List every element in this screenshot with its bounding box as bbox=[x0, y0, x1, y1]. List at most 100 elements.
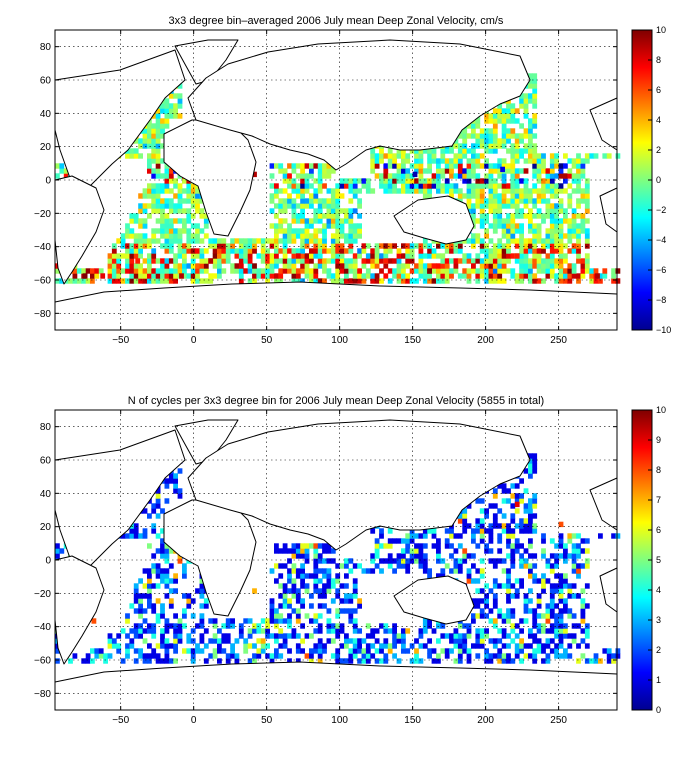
heatmap-bin bbox=[488, 548, 494, 554]
heatmap-bin bbox=[383, 258, 389, 264]
heatmap-bin bbox=[142, 618, 148, 624]
heatmap-bin bbox=[164, 573, 170, 579]
heatmap-bin bbox=[383, 628, 389, 634]
heatmap-bin bbox=[335, 238, 341, 244]
heatmap-bin bbox=[365, 658, 371, 664]
heatmap-bin bbox=[392, 273, 397, 279]
heatmap-bin bbox=[339, 623, 345, 629]
heatmap-bin bbox=[164, 178, 170, 184]
heatmap-bin bbox=[199, 278, 205, 284]
heatmap-bin bbox=[247, 268, 253, 274]
heatmap-bin bbox=[532, 648, 538, 654]
heatmap-bin bbox=[431, 628, 437, 634]
heatmap-bin bbox=[168, 218, 174, 224]
heatmap-bin bbox=[142, 508, 148, 514]
heatmap-bin bbox=[55, 268, 60, 274]
colorbar-tick-label: 4 bbox=[656, 115, 661, 125]
heatmap-bin bbox=[558, 198, 564, 204]
heatmap-bin bbox=[554, 583, 559, 589]
heatmap-bin bbox=[545, 173, 551, 179]
heatmap-bin bbox=[484, 263, 489, 269]
heatmap-bin bbox=[107, 258, 113, 264]
heatmap-bin bbox=[519, 248, 524, 254]
heatmap-bin bbox=[322, 173, 327, 179]
heatmap-bin bbox=[462, 638, 468, 644]
heatmap-bin bbox=[379, 658, 384, 664]
heatmap-bin bbox=[536, 238, 542, 244]
heatmap-bin bbox=[584, 558, 590, 564]
heatmap-bin bbox=[269, 198, 275, 204]
heatmap-bin bbox=[488, 133, 494, 139]
heatmap-bin bbox=[186, 263, 192, 269]
heatmap-bin bbox=[335, 228, 341, 234]
heatmap-bin bbox=[195, 198, 200, 204]
heatmap-bin bbox=[418, 158, 424, 164]
heatmap-bin bbox=[497, 168, 503, 174]
heatmap-bin bbox=[440, 278, 446, 284]
heatmap-bin bbox=[387, 258, 393, 264]
heatmap-bin bbox=[313, 253, 319, 259]
heatmap-bin bbox=[563, 653, 568, 659]
heatmap-bin bbox=[309, 603, 314, 609]
heatmap-bin bbox=[182, 648, 187, 654]
heatmap-bin bbox=[322, 228, 327, 234]
heatmap-bin bbox=[436, 183, 441, 189]
heatmap-bin bbox=[392, 558, 397, 564]
heatmap-bin bbox=[541, 163, 546, 169]
heatmap-bin bbox=[497, 198, 503, 204]
heatmap-bin bbox=[147, 628, 152, 634]
heatmap-bin bbox=[365, 188, 371, 194]
heatmap-bin bbox=[344, 583, 349, 589]
heatmap-bin bbox=[357, 643, 362, 649]
heatmap-bin bbox=[287, 613, 292, 619]
heatmap-bin bbox=[431, 178, 437, 184]
heatmap-bin bbox=[576, 563, 581, 569]
heatmap-bin bbox=[571, 623, 577, 629]
heatmap-bin bbox=[155, 238, 161, 244]
heatmap-bin bbox=[344, 598, 349, 604]
heatmap-bin bbox=[335, 653, 341, 659]
heatmap-bin bbox=[186, 648, 192, 654]
heatmap-bin bbox=[532, 273, 538, 279]
heatmap-bin bbox=[147, 583, 152, 589]
heatmap-bin bbox=[457, 648, 463, 654]
heatmap-bin bbox=[164, 203, 170, 209]
heatmap-bin bbox=[510, 238, 516, 244]
heatmap-bin bbox=[484, 198, 489, 204]
heatmap-bin bbox=[287, 618, 292, 624]
heatmap-bin bbox=[510, 133, 516, 139]
heatmap-bin bbox=[484, 278, 489, 284]
heatmap-bin bbox=[510, 533, 516, 539]
heatmap-bin bbox=[471, 123, 476, 129]
heatmap-bin bbox=[440, 168, 446, 174]
heatmap-bin bbox=[462, 648, 468, 654]
heatmap-bin bbox=[199, 208, 205, 214]
heatmap-bin bbox=[173, 633, 178, 639]
heatmap-bin bbox=[203, 258, 209, 264]
heatmap-bin bbox=[317, 603, 323, 609]
panel2-landmass-eurasia bbox=[187, 419, 531, 551]
heatmap-bin bbox=[501, 123, 507, 129]
heatmap-bin bbox=[182, 573, 187, 579]
heatmap-bin bbox=[492, 488, 498, 494]
heatmap-bin bbox=[567, 168, 573, 174]
heatmap-bin bbox=[584, 208, 590, 214]
heatmap-bin bbox=[72, 653, 78, 659]
heatmap-bin bbox=[317, 253, 323, 259]
heatmap-bin bbox=[335, 658, 341, 664]
heatmap-bin bbox=[287, 163, 292, 169]
heatmap-bin bbox=[576, 183, 581, 189]
heatmap-bin bbox=[142, 628, 148, 634]
heatmap-bin bbox=[300, 553, 305, 559]
heatmap-bin bbox=[326, 608, 332, 614]
heatmap-bin bbox=[444, 183, 450, 189]
heatmap-bin bbox=[160, 128, 165, 134]
heatmap-bin bbox=[541, 548, 546, 554]
heatmap-bin bbox=[55, 543, 60, 549]
heatmap-bin bbox=[274, 638, 279, 644]
heatmap-bin bbox=[576, 198, 581, 204]
heatmap-bin bbox=[571, 163, 577, 169]
heatmap-bin bbox=[558, 258, 564, 264]
heatmap-bin bbox=[492, 583, 498, 589]
heatmap-bin bbox=[479, 508, 485, 514]
